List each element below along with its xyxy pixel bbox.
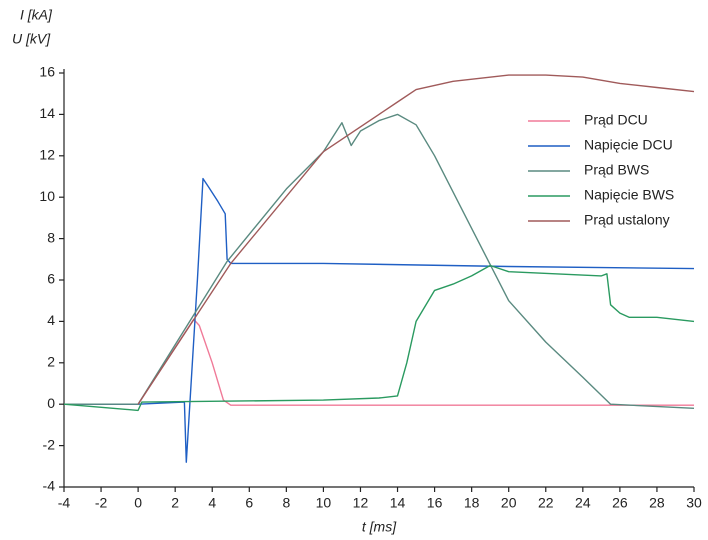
y-tick-label: -4 xyxy=(43,478,56,494)
y-tick-label: 16 xyxy=(39,64,55,80)
x-tick-label: 10 xyxy=(316,495,332,511)
x-tick-label: 22 xyxy=(538,495,554,511)
x-tick-label: 8 xyxy=(282,495,290,511)
y-tick-label: 4 xyxy=(47,312,55,328)
x-tick-label: 0 xyxy=(134,495,142,511)
x-tick-label: 20 xyxy=(501,495,517,511)
x-tick-label: 6 xyxy=(245,495,253,511)
x-tick-label: 2 xyxy=(171,495,179,511)
x-tick-label: 24 xyxy=(575,495,591,511)
legend-label: Napięcie DCU xyxy=(584,137,673,153)
x-axis-label: t [ms] xyxy=(362,519,397,535)
series-line xyxy=(64,113,695,409)
series-line xyxy=(64,177,695,463)
y-tick-label: 8 xyxy=(47,229,55,245)
legend-label: Prąd BWS xyxy=(584,162,649,178)
x-tick-label: 14 xyxy=(390,495,406,511)
series-line xyxy=(137,74,695,405)
series-line xyxy=(64,318,694,406)
y-tick-label: -2 xyxy=(43,436,56,452)
y-axis-label: U [kV] xyxy=(12,31,51,47)
x-tick-label: 28 xyxy=(649,495,665,511)
legend-label: Prąd DCU xyxy=(584,112,648,128)
x-tick-label: 12 xyxy=(353,495,369,511)
y-tick-label: 0 xyxy=(47,395,55,411)
x-tick-label: 18 xyxy=(464,495,480,511)
y-tick-label: 10 xyxy=(39,188,55,204)
y-tick-label: 2 xyxy=(47,354,55,370)
x-tick-label: 4 xyxy=(208,495,216,511)
y-tick-label: 14 xyxy=(39,105,55,121)
x-tick-label: -2 xyxy=(95,495,108,511)
series-line xyxy=(63,264,695,412)
legend-label: Prąd ustalony xyxy=(584,212,670,228)
y-axis-label: I [kA] xyxy=(20,7,53,23)
y-tick-label: 12 xyxy=(39,147,55,163)
x-tick-label: 30 xyxy=(686,495,702,511)
y-tick-label: 6 xyxy=(47,271,55,287)
x-tick-label: 16 xyxy=(427,495,443,511)
x-tick-label: 26 xyxy=(612,495,628,511)
legend-label: Napięcie BWS xyxy=(584,187,674,203)
x-tick-label: -4 xyxy=(58,495,71,511)
